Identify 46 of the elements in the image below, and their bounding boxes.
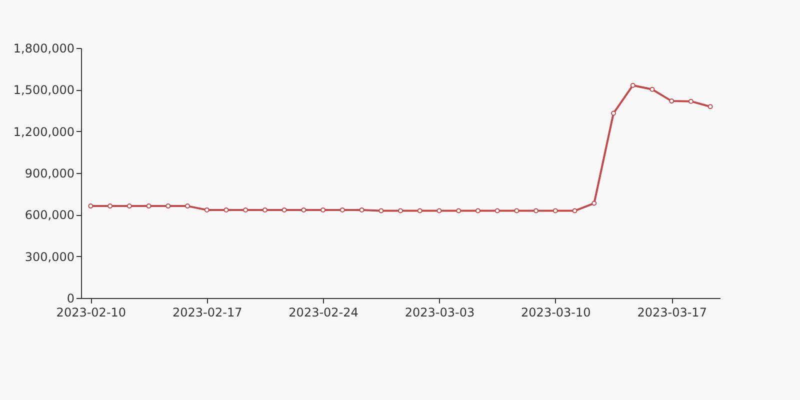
point (262, 207, 268, 212)
point (708, 104, 713, 110)
point (592, 200, 597, 206)
point (146, 204, 152, 209)
point (534, 208, 539, 214)
point (204, 207, 210, 212)
point (126, 204, 132, 209)
x-tick-label: 2023-03-10 (521, 306, 591, 320)
point (456, 208, 462, 214)
point (88, 204, 94, 209)
point (611, 110, 616, 116)
point (475, 208, 480, 214)
point (688, 98, 694, 104)
point (320, 207, 326, 212)
y-tick-label: 1,500,000 (13, 83, 74, 98)
x-tick-label: 2023-03-17 (637, 306, 707, 320)
point (436, 208, 442, 214)
x-tick-label: 2023-02-17 (172, 306, 242, 320)
point (514, 208, 520, 214)
point (572, 208, 578, 214)
point (398, 208, 403, 214)
x-tick-label: 2023-03-03 (404, 306, 475, 320)
point (359, 207, 364, 212)
x-tick-label: 2023-02-24 (288, 306, 358, 320)
point (669, 98, 674, 104)
point (630, 82, 636, 88)
y-tick-label: 300,000 (24, 250, 74, 264)
point (378, 208, 384, 214)
point (166, 204, 171, 209)
y-tick-label: 1,200,000 (13, 124, 74, 139)
point (224, 207, 229, 212)
point (417, 208, 422, 214)
point (185, 204, 190, 209)
y-tick-label: 1,800,000 (13, 42, 74, 56)
point (301, 207, 306, 212)
y-tick-label: 900,000 (24, 166, 74, 180)
point (552, 208, 558, 214)
point (282, 207, 287, 212)
y-tick-label: 0 (66, 292, 74, 306)
point (494, 208, 500, 214)
point (340, 207, 345, 212)
point (243, 207, 248, 212)
point (108, 204, 113, 209)
y-tick-label: 600,000 (24, 208, 74, 222)
point (650, 86, 655, 92)
x-tick-label: 2023-02-10 (56, 306, 126, 320)
